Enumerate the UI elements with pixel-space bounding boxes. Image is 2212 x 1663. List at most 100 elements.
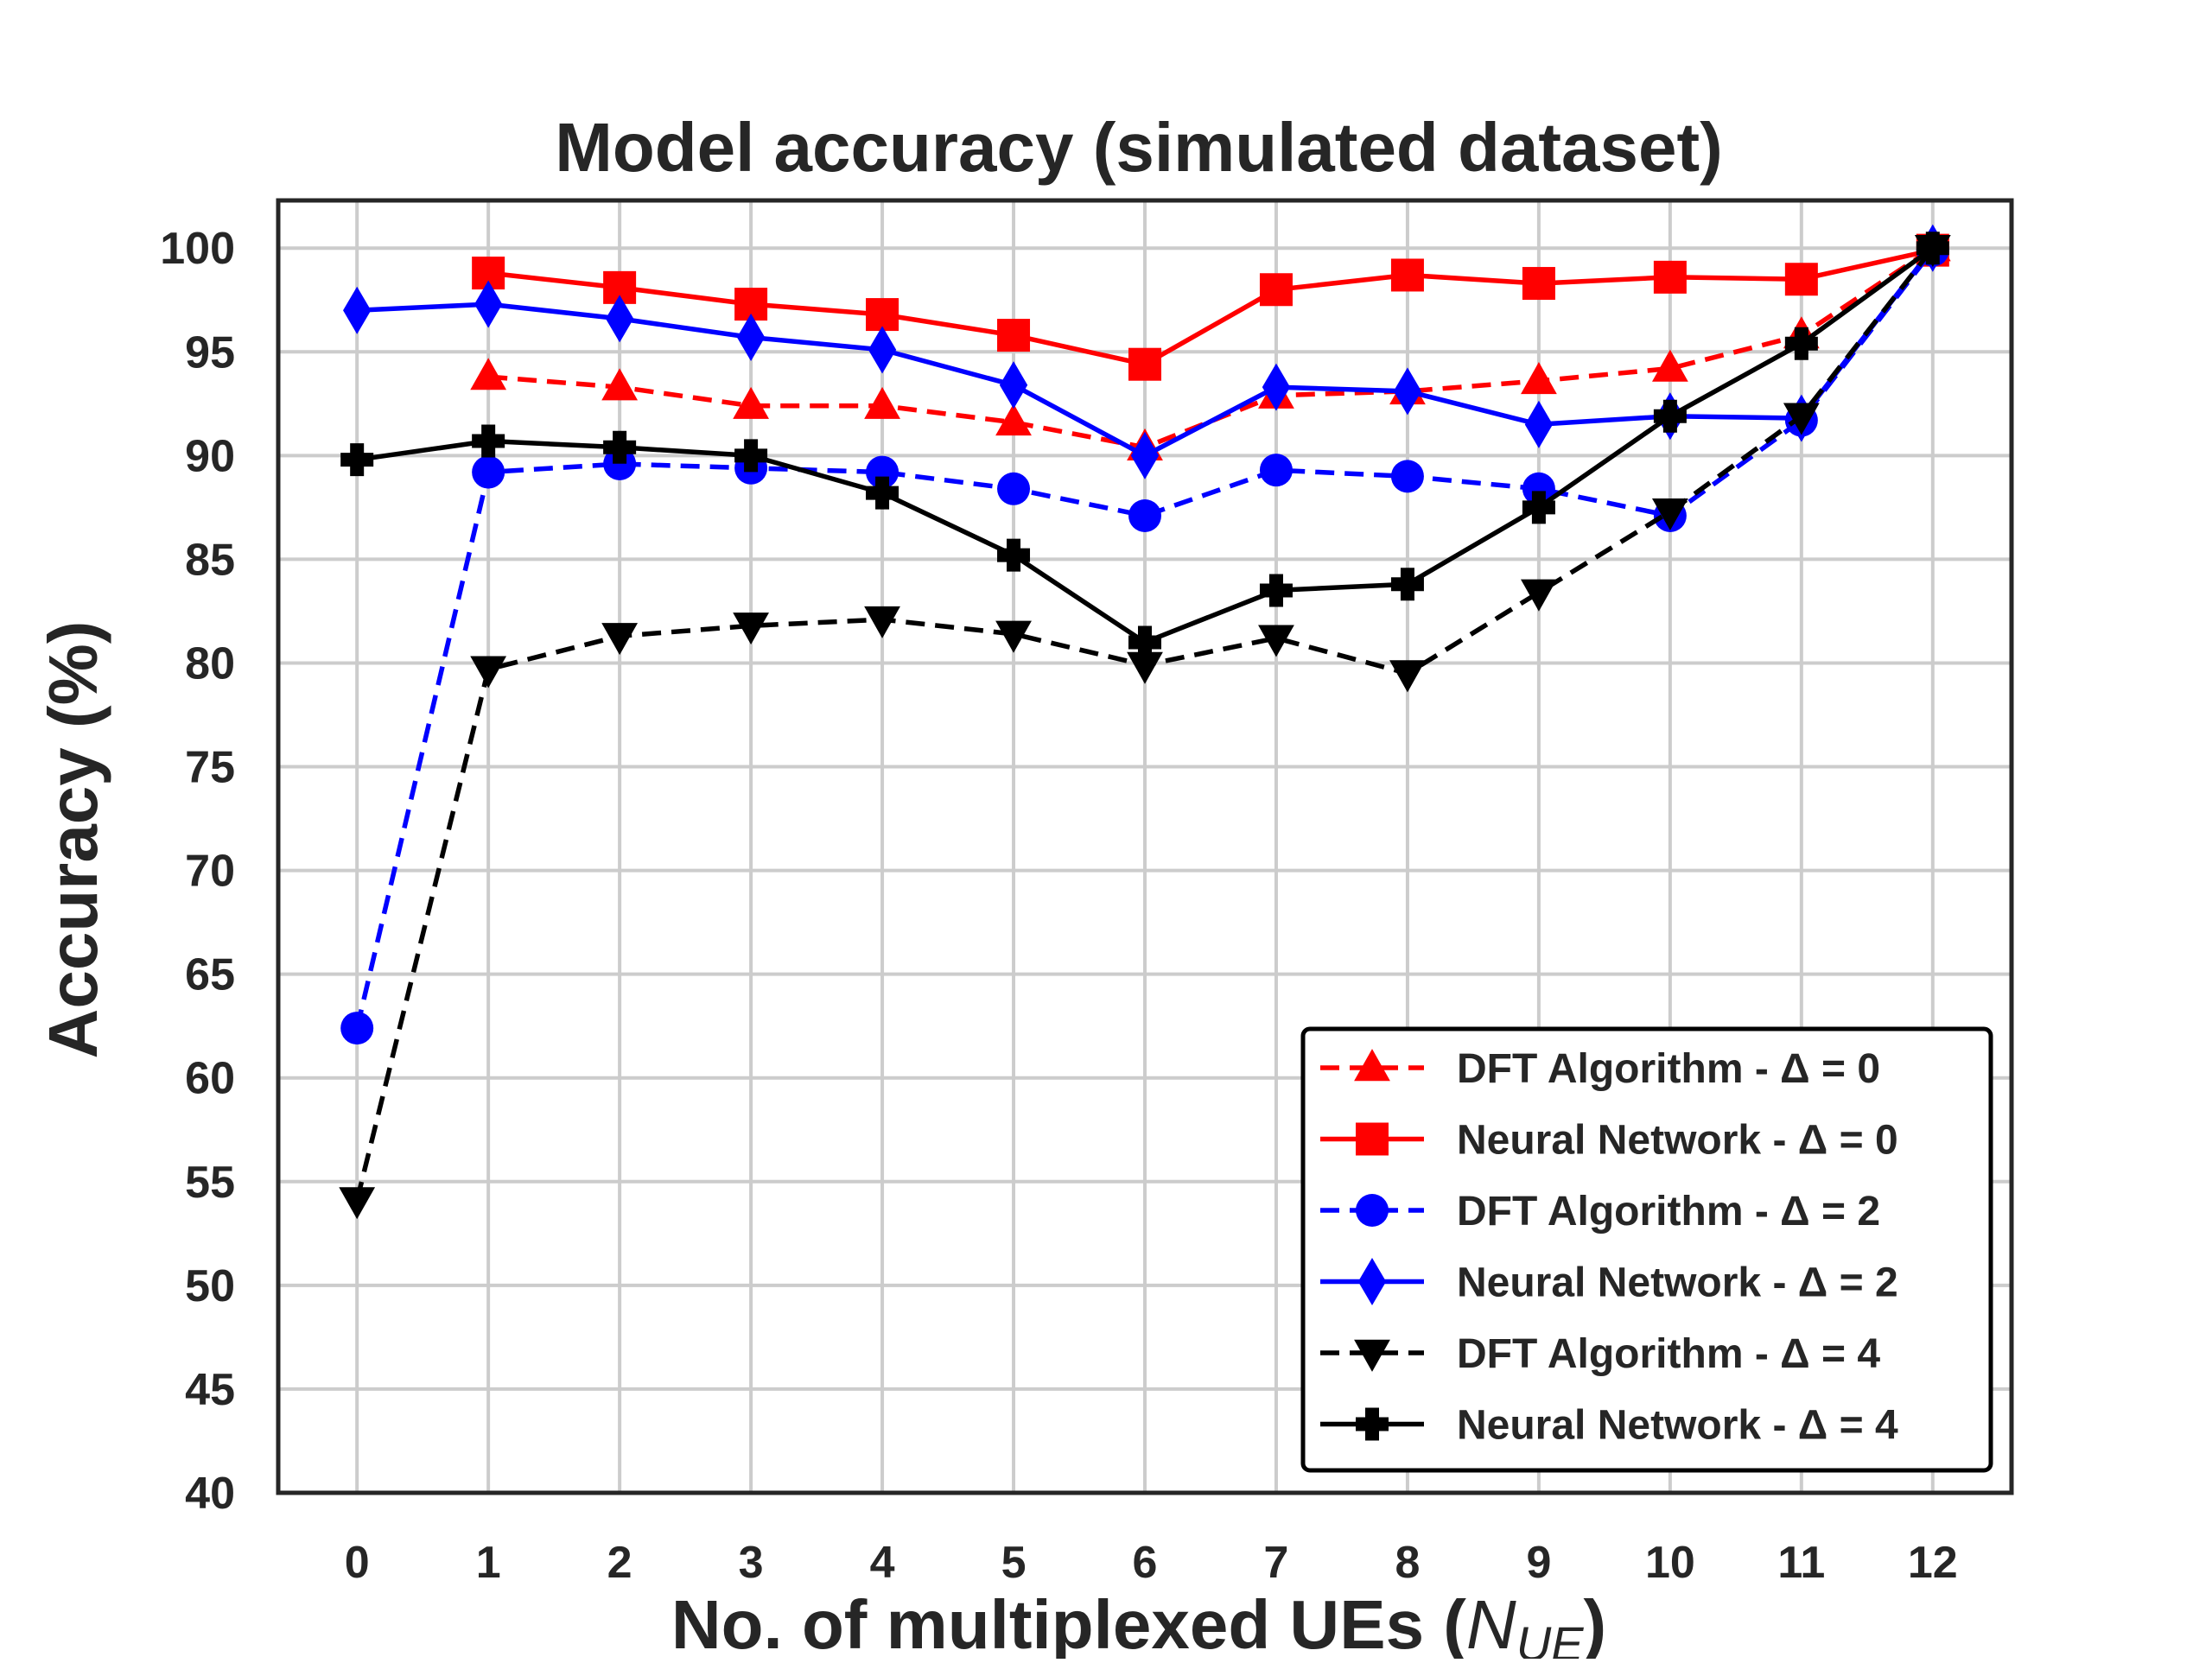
y-tick-label: 95 [185,327,235,378]
series-6-point [1128,625,1161,659]
y-tick-label: 100 [160,224,235,274]
series-6-point [1784,327,1818,360]
series-6-point [997,538,1031,572]
y-tick-label: 70 [185,847,235,897]
legend-label: Neural Network - Δ = 4 [1457,1403,1898,1449]
legend-entry: DFT Algorithm - Δ = 0 [1320,1046,1880,1092]
legend-label: DFT Algorithm - Δ = 0 [1457,1046,1880,1092]
series-1-point [1651,349,1688,382]
series-1-point [1521,362,1557,395]
series-4-point [1393,367,1422,416]
y-tick-label: 60 [185,1054,235,1104]
series-4-point [1524,400,1554,448]
y-tick-label: 40 [185,1469,235,1519]
series-2-point [866,298,899,332]
series-3-point [1390,460,1424,493]
series-6-point [340,443,374,477]
series-4-point [999,361,1028,409]
x-tick-label: 2 [607,1538,632,1588]
x-axis-label-math: N [1466,1586,1516,1659]
series-4-point [605,295,634,343]
series-1-point [995,403,1032,436]
series-6-point [603,430,637,464]
series-1-line [487,245,1935,450]
y-tick-label: 80 [185,638,235,689]
series-2-point [997,319,1031,352]
series-4-point [343,286,372,334]
x-tick-label: 6 [1133,1538,1158,1588]
series-3-point [997,472,1031,505]
x-tick-label: 7 [1264,1538,1289,1588]
series-5 [339,235,1951,1220]
legend-label: DFT Algorithm - Δ = 2 [1457,1189,1880,1235]
series-6-point [1653,399,1687,433]
series-2-point [1390,258,1424,292]
legend-label: DFT Algorithm - Δ = 4 [1457,1331,1880,1377]
series-5-point [470,656,507,689]
series-6-point [1522,491,1555,524]
y-axis-label: Accuracy (%) [35,621,111,1059]
x-tick-label: 4 [870,1538,895,1588]
series-5-point [1258,625,1294,657]
series-6-point [1390,568,1424,601]
plot-area-frame [276,198,2014,1495]
x-tick-label: 10 [1645,1538,1695,1588]
series-2-point [1522,267,1555,301]
series-3-point [866,455,899,489]
x-tick-label: 1 [476,1538,501,1588]
series-3-point [1522,472,1555,505]
series-5-point [1127,651,1163,684]
series-5-point [1783,403,1820,435]
series-4-point [1262,363,1291,411]
series-2-point [1653,260,1687,294]
series-1-point [864,386,900,419]
series-6-point [866,476,899,510]
legend-entry: DFT Algorithm - Δ = 4 [1320,1331,1880,1377]
legend-entry: Neural Network - Δ = 2 [1320,1257,1898,1306]
series-5-point [339,1187,376,1220]
x-tick-label: 3 [739,1538,764,1588]
series-lines [339,224,1951,1220]
series-6-point [1916,232,1949,265]
series-1-point [601,368,639,401]
x-tick-label: 5 [1001,1538,1027,1588]
legend-box [1300,1026,1993,1473]
legend-marker [1354,1049,1390,1082]
legend-label: Neural Network - Δ = 2 [1457,1260,1898,1306]
series-2-point [1128,347,1161,381]
series-4-point [474,280,503,328]
x-tick-label: 0 [345,1538,370,1588]
x-tick-label: 12 [1908,1538,1958,1588]
y-tick-label: 75 [185,743,235,793]
series-2-line [487,247,1934,367]
series-5-point [1651,498,1688,531]
y-tick-label: 45 [185,1365,235,1415]
x-axis-label-close: ) [1584,1586,1607,1659]
series-2-point [1259,273,1293,307]
series-3-point [1259,454,1293,487]
legend-marker [1354,1339,1390,1372]
legend-marker [1356,1194,1389,1227]
chart-title: Model accuracy (simulated dataset) [555,109,1723,186]
series-5-point [601,623,639,656]
y-tick-label: 50 [185,1261,235,1311]
x-axis-label: No. of multiplexed UEs (NUE) [671,1586,1606,1659]
series-5-point [995,620,1032,653]
y-tick-label: 65 [185,950,235,1000]
series-5-point [1389,660,1426,693]
series-6-point [1259,574,1293,607]
legend-entry: DFT Algorithm - Δ = 2 [1320,1189,1880,1235]
legend-marker [1356,1407,1389,1441]
series-1-point [470,358,507,390]
series-6-point [734,439,768,473]
tick-labels: 0 1 2 3 4 5 6 7 8 9 10 11 12404550556065707580859095… [160,224,1958,1588]
x-tick-label: 11 [1777,1538,1825,1588]
series-5-point [1521,579,1557,612]
series-4-point [1130,431,1160,479]
series-3-point [1128,498,1161,532]
series-4-point [736,313,766,362]
series-2-point [1784,263,1818,296]
series-3-point [603,447,637,480]
